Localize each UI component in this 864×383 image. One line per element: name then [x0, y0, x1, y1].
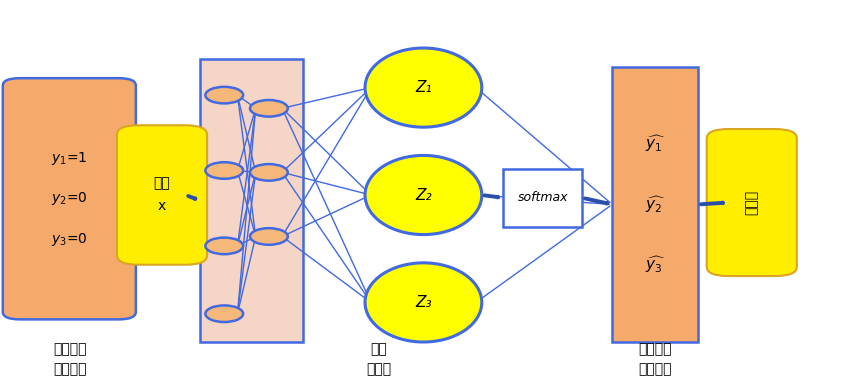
Text: $y_3$=0: $y_3$=0 [51, 231, 87, 248]
Ellipse shape [365, 155, 482, 234]
FancyBboxPatch shape [707, 129, 797, 276]
Text: 输入
x: 输入 x [154, 177, 170, 213]
Text: $\widehat{y_1}$: $\widehat{y_1}$ [645, 134, 665, 154]
Circle shape [206, 87, 243, 103]
Text: $\widehat{y_2}$: $\widehat{y_2}$ [645, 194, 665, 214]
Circle shape [206, 305, 243, 322]
Text: $\widehat{y_3}$: $\widehat{y_3}$ [645, 255, 665, 275]
Circle shape [250, 164, 288, 181]
Text: Z₂: Z₂ [415, 188, 432, 203]
Text: $y_1$=1: $y_1$=1 [51, 150, 87, 167]
Circle shape [206, 162, 243, 179]
Text: 实际类别
分布概率: 实际类别 分布概率 [53, 342, 86, 376]
Bar [503, 169, 582, 227]
Circle shape [206, 237, 243, 254]
Text: 输出端: 输出端 [745, 190, 759, 215]
Text: $y_2$=0: $y_2$=0 [51, 190, 87, 207]
Text: 预测类别
分布概率: 预测类别 分布概率 [638, 342, 672, 376]
Bar [613, 67, 698, 342]
Bar [200, 59, 303, 342]
FancyBboxPatch shape [3, 78, 136, 319]
Text: softmax: softmax [518, 192, 568, 205]
Circle shape [250, 228, 288, 245]
Circle shape [250, 100, 288, 116]
Ellipse shape [365, 48, 482, 127]
Ellipse shape [365, 263, 482, 342]
FancyBboxPatch shape [117, 125, 207, 265]
Text: 预测
中间值: 预测 中间值 [366, 342, 391, 376]
Text: Z₁: Z₁ [415, 80, 432, 95]
Text: Z₃: Z₃ [415, 295, 432, 310]
